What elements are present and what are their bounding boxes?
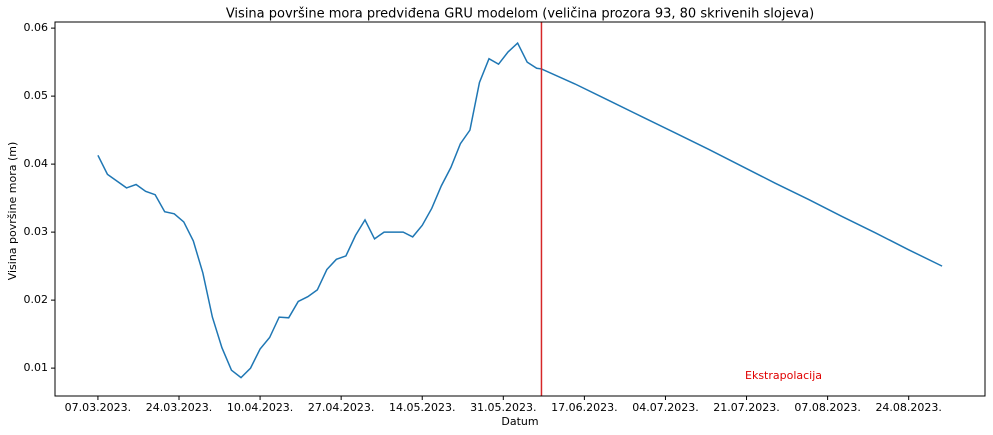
x-tick-label: 17.06.2023. <box>551 401 617 414</box>
chart-title: Visina površine mora predviđena GRU mode… <box>226 7 814 22</box>
x-tick-label: 31.05.2023. <box>470 401 536 414</box>
y-tick-label: 0.05 <box>24 89 49 102</box>
x-tick-label: 07.08.2023. <box>794 401 860 414</box>
x-tick-label: 24.03.2023. <box>146 401 212 414</box>
plot-frame <box>54 21 986 397</box>
x-axis-label: Datum <box>501 415 538 428</box>
y-axis-label: Visina površine mora (m) <box>6 142 19 281</box>
y-tick-label: 0.04 <box>24 157 49 170</box>
x-tick-label: 04.07.2023. <box>632 401 698 414</box>
line <box>97 41 943 379</box>
x-tick-label: 27.04.2023. <box>308 401 374 414</box>
y-tick-label: 0.06 <box>24 21 49 34</box>
x-tick-label: 10.04.2023. <box>227 401 293 414</box>
annotation: Ekstrapolacija <box>745 369 822 382</box>
x-tick-label: 24.08.2023. <box>875 401 941 414</box>
y-tick-label: 0.03 <box>24 225 49 238</box>
x-tick-label: 21.07.2023. <box>713 401 779 414</box>
y-tick-label: 0.02 <box>24 293 49 306</box>
x-tick-label: 07.03.2023. <box>65 401 131 414</box>
y-tick-label: 0.01 <box>24 361 49 374</box>
x-tick-label: 14.05.2023. <box>389 401 455 414</box>
